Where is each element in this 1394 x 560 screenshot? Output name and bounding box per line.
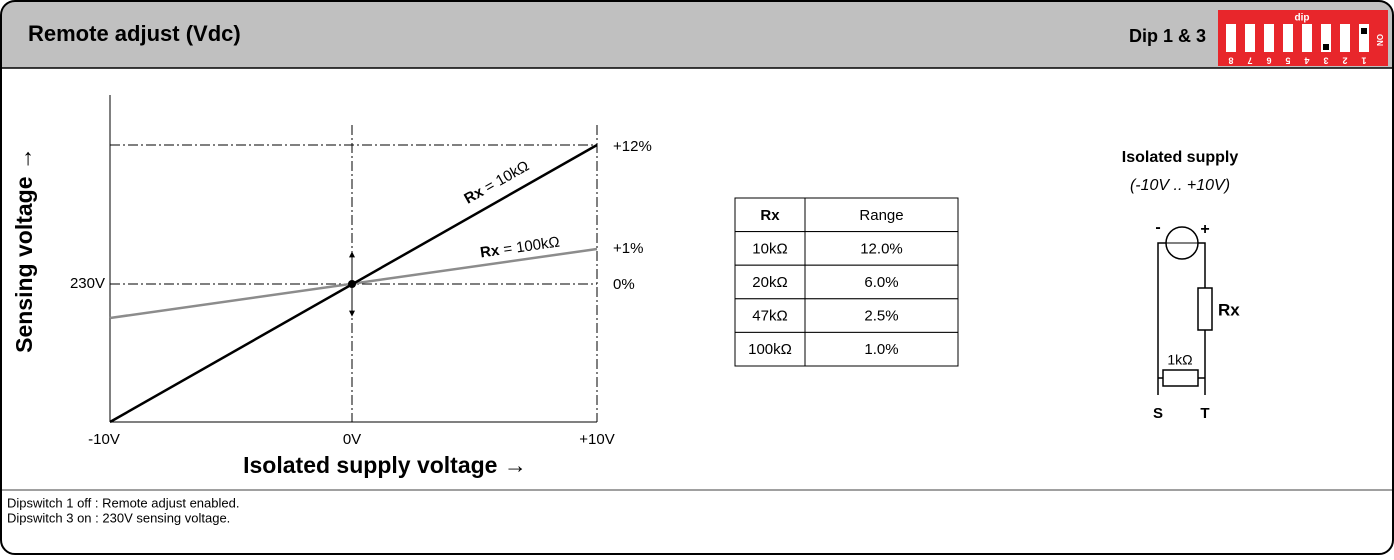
x-axis-label: Isolated supply voltage → [243,452,527,478]
dip-slot [1359,24,1369,52]
dip-slot [1302,24,1312,52]
table-cell: 2.5% [864,308,898,325]
table-cell: 1.0% [864,341,898,358]
table-cell: 47kΩ [752,308,787,325]
dip-slots: 8 7 6 5 4 3 2 1 [1226,24,1369,66]
line-label-name: Rx [479,242,501,262]
center-point [348,280,356,288]
s-label: S [1153,405,1163,422]
table-row [734,231,959,266]
table-row [734,298,959,333]
dip-knob [1323,44,1329,50]
rx-label: Rx [1218,300,1240,319]
dip-number: 3 [1323,56,1328,66]
dip-switch: dip 8 7 6 5 4 3 2 1 ON [1218,10,1388,66]
footer-line: Dipswitch 3 on : 230V sensing voltage. [7,510,230,525]
dip-knob [1361,28,1367,34]
table-header-cell: Rx [760,207,780,224]
dip-slot [1321,24,1331,52]
right-label: +12% [613,138,652,155]
t-label: T [1200,405,1209,422]
table-row [734,197,959,233]
table-cell: 12.0% [860,240,903,257]
right-label: 0% [613,276,635,293]
title: Remote adjust (Vdc) [28,21,241,46]
minus: - [1155,219,1160,236]
table-cell: 100kΩ [748,341,792,358]
dip-slot [1245,24,1255,52]
table-row [734,331,959,367]
footer-line: Dipswitch 1 off : Remote adjust enabled. [7,495,239,510]
content [1,68,1393,490]
dip-number: 2 [1342,56,1347,66]
dip-number: 4 [1304,56,1309,66]
x-tick-label: 0V [343,431,361,448]
table-row [734,264,959,300]
table-header-cell: Range [859,207,903,224]
dip-number: 1 [1361,56,1366,66]
resistor-rx [1197,287,1213,331]
x-tick-label: -10V [88,431,120,448]
footer [1,490,1393,554]
wire [1157,242,1206,395]
dip-text: dip [1295,13,1310,24]
right-label: +1% [613,240,643,257]
dip-number: 6 [1266,56,1271,66]
dip-number: 8 [1228,56,1233,66]
dip-on: ON [1375,34,1384,46]
dip-slot [1340,24,1350,52]
table-cell: 20kΩ [752,274,787,291]
dip-slot [1283,24,1293,52]
circuit: Isolated supply (-10V .. +10V) - + Rx 1k… [1122,149,1241,422]
header-band [1,1,1393,68]
dip-slot [1226,24,1236,52]
table-cell: 6.0% [864,274,898,291]
y-tick-label: 230V [70,275,105,292]
dip-number: 5 [1285,56,1290,66]
graph: 230V -10V 0V +10V +12% +1% 0% Isolated s… [11,95,652,478]
circuit-title: Isolated supply [1122,149,1239,166]
dip-number: 7 [1247,56,1252,66]
plus: + [1200,221,1209,238]
range-table: Rx Range 10kΩ 12.0% 20kΩ 6.0% 47kΩ 2.5% 100kΩ 1.0… [734,197,959,367]
r1-label: 1kΩ [1167,352,1192,368]
y-axis-label: Sensing voltage → [11,147,37,353]
x-tick-label: +10V [579,431,614,448]
dip-label: Dip 1 & 3 [1129,26,1206,46]
table-cell: 10kΩ [752,240,787,257]
dip-slot [1264,24,1274,52]
resistor-1k [1162,369,1199,387]
circuit-subtitle: (-10V .. +10V) [1130,177,1230,194]
